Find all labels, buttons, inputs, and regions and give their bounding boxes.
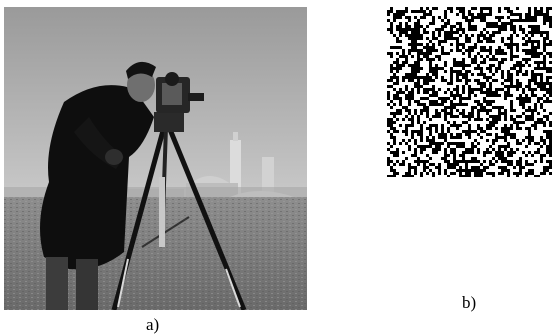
caption-a: a) [146, 315, 160, 334]
caption-b: b) [462, 293, 477, 312]
binary-noise-image [387, 7, 552, 177]
cameraman-photo [4, 7, 307, 310]
